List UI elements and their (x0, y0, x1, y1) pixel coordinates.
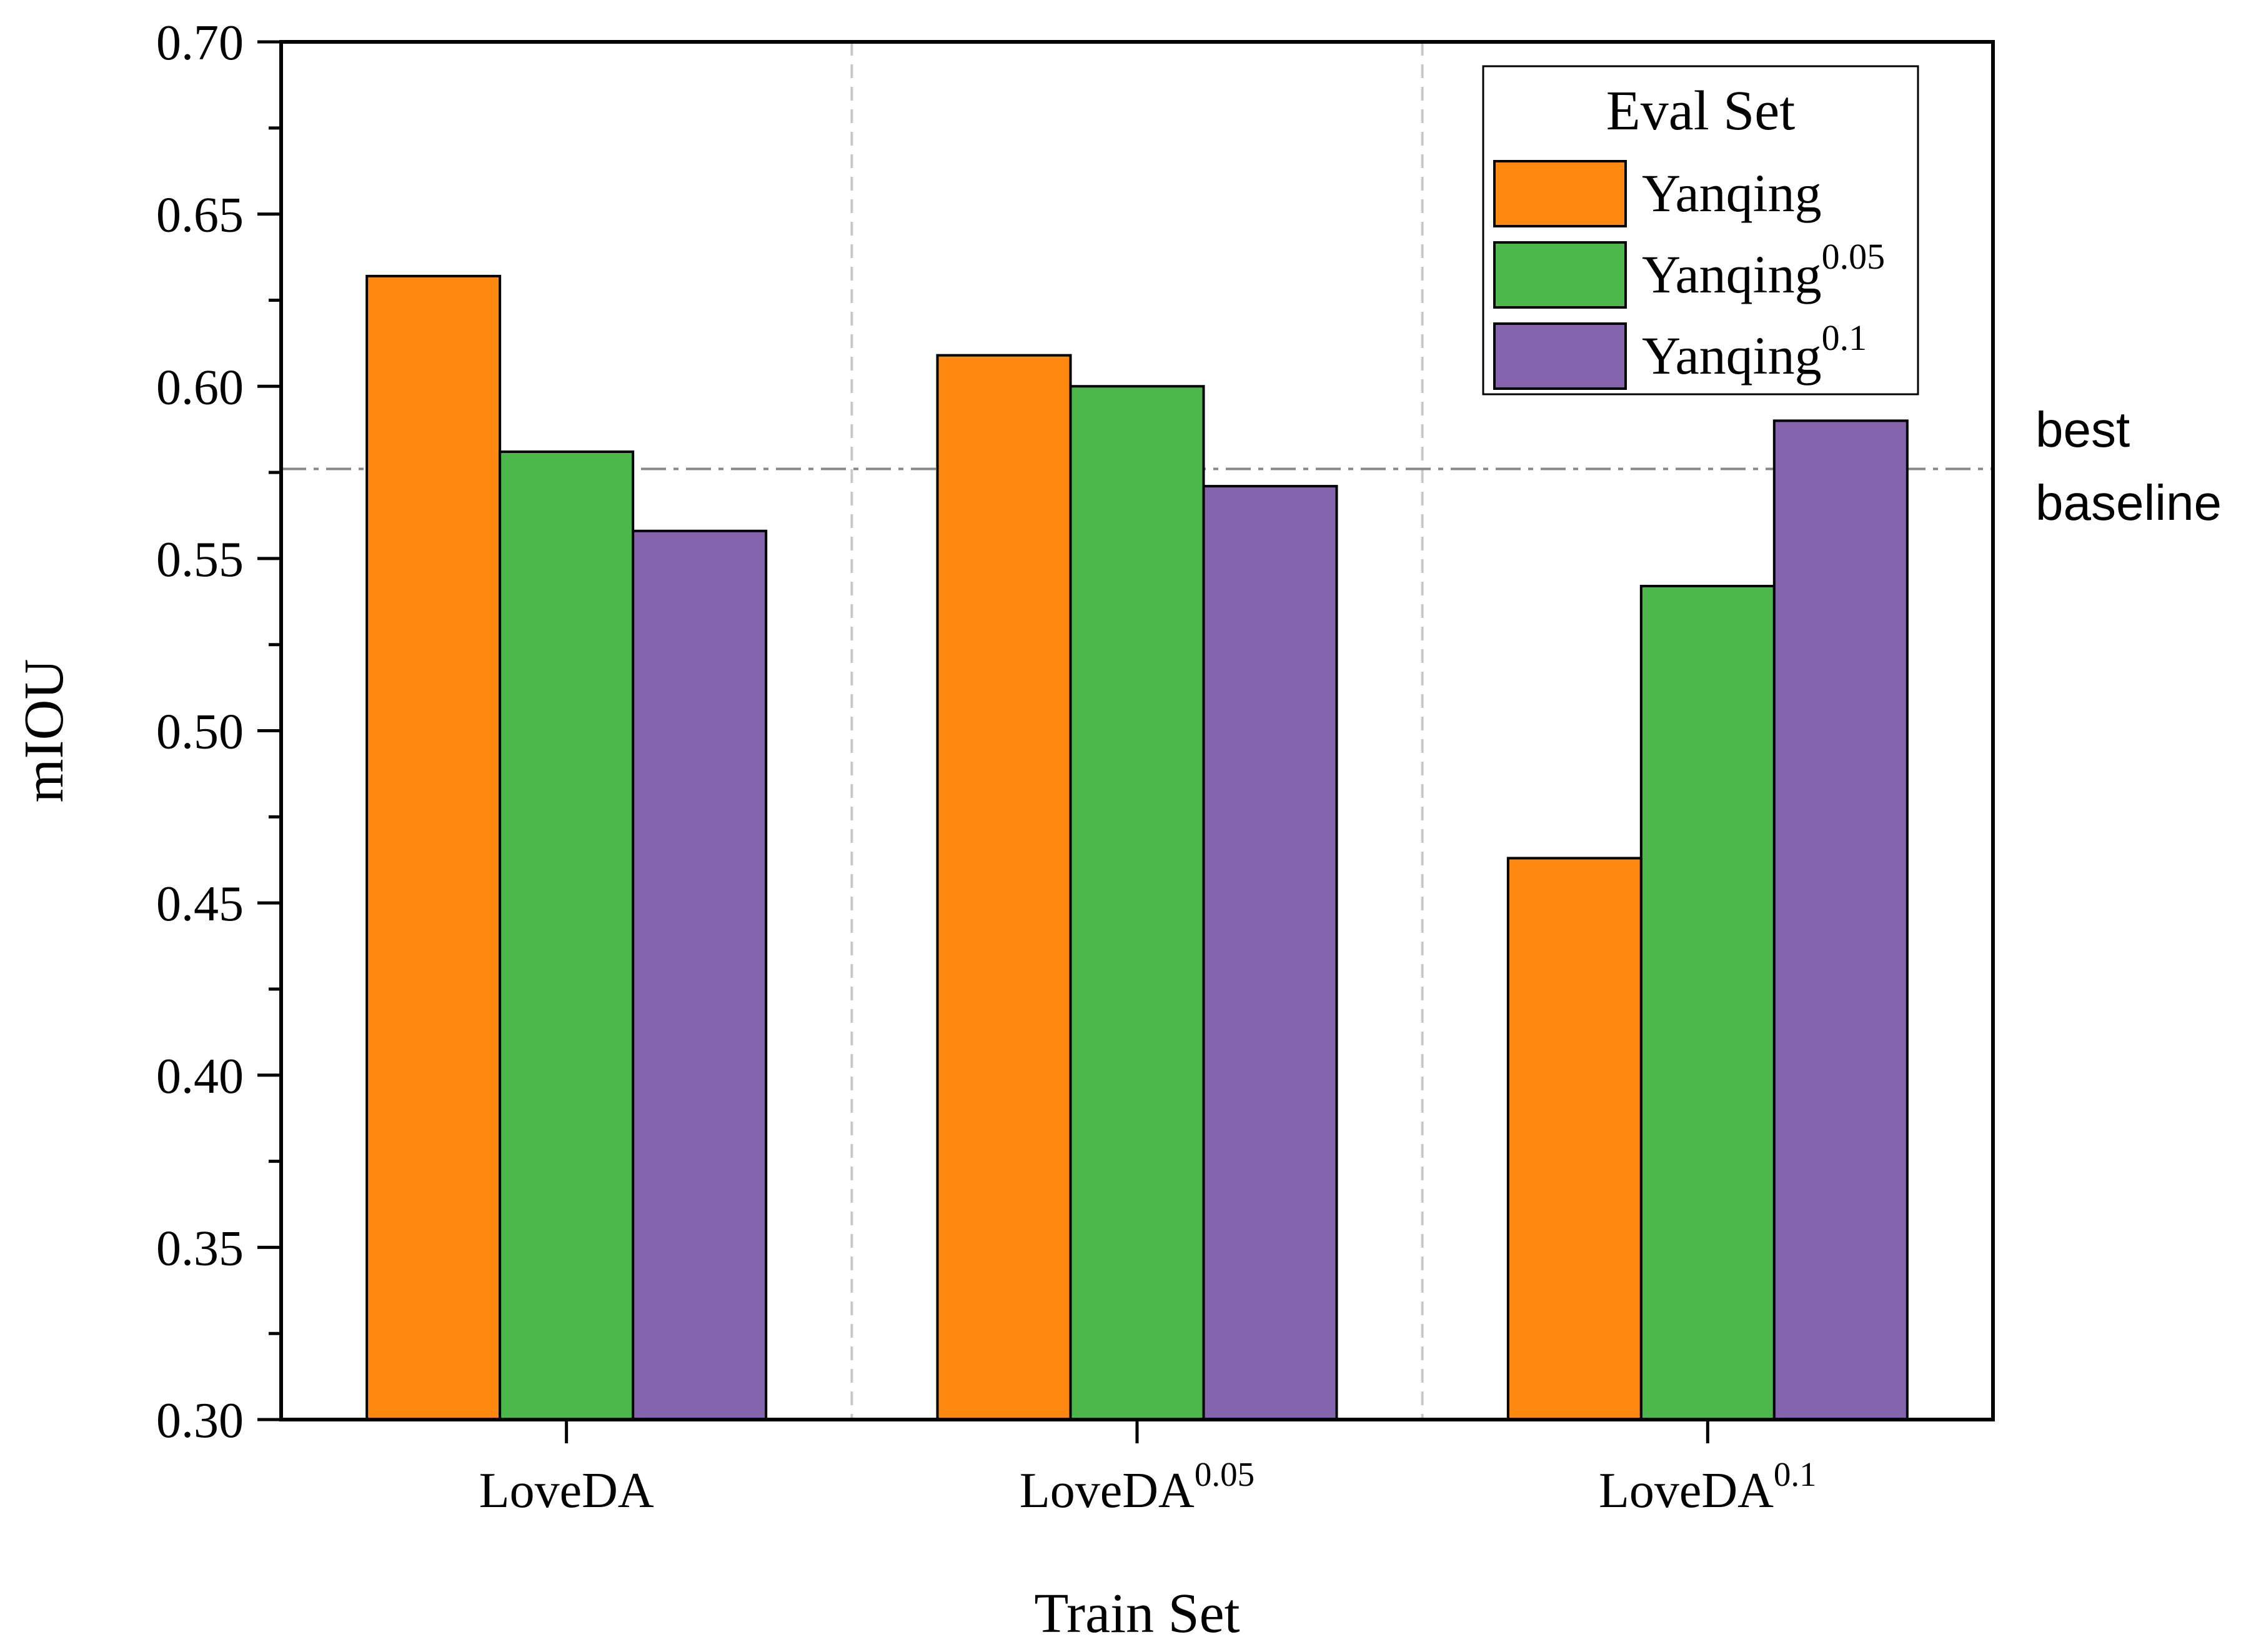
y-tick-label: 0.40 (156, 1049, 244, 1104)
legend-swatch (1493, 322, 1627, 390)
y-tick-label: 0.65 (156, 188, 244, 243)
bar (499, 450, 635, 1421)
bars (365, 274, 1909, 1421)
bar (1202, 485, 1338, 1421)
bar (1069, 385, 1205, 1421)
bar (632, 529, 768, 1421)
bar (1639, 584, 1776, 1421)
x-tick-label: LoveDA (479, 1463, 654, 1518)
legend: Eval Set Yanqing Yanqing0.05 Yanqing0.1 (1482, 65, 1919, 396)
bar (365, 274, 502, 1421)
y-axis-label: mIOU (13, 659, 75, 803)
y-tick-label: 0.35 (156, 1221, 244, 1276)
y-axis: 0.30 0.35 0.40 0.45 0.50 0.55 0.60 0.65 0.70 (156, 16, 281, 1448)
bar (1506, 857, 1642, 1421)
y-tick-label: 0.30 (156, 1393, 244, 1448)
best-baseline-label-line2: baseline (2035, 475, 2222, 530)
y-tick-label: 0.55 (156, 532, 244, 587)
legend-label: Yanqing0.05 (1642, 236, 1885, 304)
category-separators (850, 42, 1424, 1420)
legend-title: Eval Set (1606, 80, 1795, 142)
bar (1772, 419, 1909, 1421)
y-tick-label: 0.70 (156, 16, 244, 71)
legend-swatch (1493, 241, 1627, 309)
best-baseline-label-line1: best (2035, 402, 2130, 457)
y-tick-label: 0.45 (156, 877, 244, 932)
y-tick-label: 0.50 (156, 705, 244, 760)
bar (936, 354, 1072, 1421)
x-axis-label: Train Set (1034, 1583, 1240, 1645)
legend-label: Yanqing0.1 (1642, 317, 1867, 386)
legend-swatch (1493, 160, 1627, 227)
x-tick-label: LoveDA0.1 (1599, 1455, 1817, 1518)
y-tick-label: 0.60 (156, 360, 244, 415)
legend-label: Yanqing (1642, 163, 1822, 223)
x-tick-label: LoveDA0.05 (1020, 1455, 1255, 1518)
x-axis: LoveDA LoveDA0.05 LoveDA0.1 (479, 1420, 1817, 1518)
